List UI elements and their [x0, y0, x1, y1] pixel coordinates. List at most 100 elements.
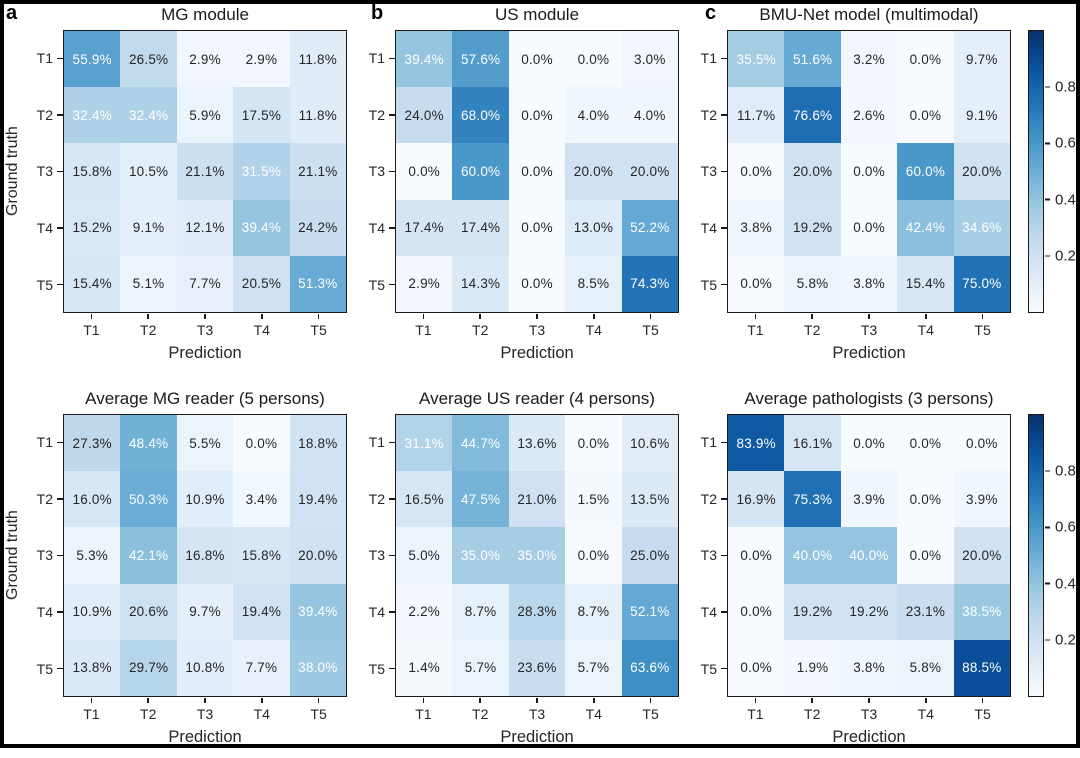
heatmap-cell: 12.1% — [176, 199, 234, 256]
colorbar-tick-label: 0.4 — [1055, 191, 1076, 209]
heatmap-cell: 0.0% — [897, 527, 954, 584]
heatmap-cell: 5.8% — [784, 255, 841, 312]
heatmap-cell: 8.7% — [565, 583, 622, 640]
heatmap-cell: 0.0% — [508, 199, 566, 256]
heatmap-cell: 20.0% — [621, 143, 678, 200]
colorbar-tick-label: 0.2 — [1055, 247, 1076, 265]
x-tick-label: T1 — [747, 322, 764, 338]
heatmap-cell: 15.4% — [64, 255, 121, 312]
heatmap-cell: 51.3% — [289, 255, 346, 312]
tick-mark — [1045, 582, 1050, 585]
tick-mark — [1045, 470, 1050, 472]
heatmap-cell: 38.0% — [289, 639, 346, 696]
heatmap-cell: 50.3% — [120, 471, 177, 528]
x-tick-label: T2 — [140, 322, 157, 338]
colorbar-tick-label: 0.6 — [1055, 134, 1076, 152]
x-tick-label: T5 — [974, 706, 991, 722]
heatmap-cell: 11.8% — [289, 31, 346, 88]
heatmap-cell: 0.0% — [897, 87, 954, 144]
heatmap-cell: 4.0% — [565, 87, 622, 144]
colorbar-tick-label: 0.8 — [1055, 462, 1076, 480]
heatmap-cell: 4.0% — [621, 87, 678, 144]
y-tick: T1 — [676, 414, 727, 471]
heatmap-cell: 20.5% — [233, 255, 290, 312]
tick-mark — [479, 314, 481, 319]
x-tick: T1 — [727, 314, 784, 338]
heatmap-cell: 0.0% — [728, 255, 785, 312]
y-tick-label: T5 — [700, 276, 717, 293]
tick-mark — [868, 314, 870, 319]
x-tick-label: T1 — [415, 322, 432, 338]
x-tick-label: T1 — [415, 706, 432, 722]
x-tick-label: T5 — [642, 706, 659, 722]
heatmap-cell: 20.6% — [120, 583, 177, 640]
heatmap-cell: 9.1% — [120, 199, 177, 256]
tick-mark — [389, 57, 395, 60]
x-tick: T3 — [841, 314, 898, 338]
x-tick-label: T4 — [253, 322, 270, 338]
y-tick-label: T2 — [700, 106, 717, 123]
y-tick: T1 — [344, 30, 395, 87]
heatmap-cell: 23.1% — [897, 583, 954, 640]
heatmap-cell: 47.5% — [452, 471, 509, 528]
x-tick-label: T1 — [747, 706, 764, 722]
x-tick: T1 — [395, 314, 452, 338]
x-tick: T4 — [233, 698, 290, 722]
x-tick-label: T3 — [528, 706, 546, 722]
y-tick: T5 — [676, 640, 727, 697]
y-tick: T4 — [344, 200, 395, 257]
y-tick: T1 — [12, 414, 63, 471]
heatmap-cell: 5.0% — [396, 527, 453, 584]
heatmap-cell: 19.4% — [289, 471, 346, 528]
heatmap-cell: 3.8% — [840, 639, 898, 696]
x-tick-label: T2 — [140, 706, 157, 722]
tick-mark — [57, 498, 63, 500]
y-tick: T4 — [344, 584, 395, 641]
tick-mark — [57, 114, 63, 116]
panel-bmu-net-model: BMU-Net model (multimodal) T1 T2 T3 T4 T5 35… — [664, 0, 1080, 374]
x-tick-label: T5 — [642, 322, 659, 338]
heatmap-cell: 9.1% — [953, 87, 1010, 144]
y-tick-label: T2 — [368, 490, 385, 507]
heatmap-cell: 7.7% — [233, 639, 290, 696]
heatmap-cell: 60.0% — [452, 143, 509, 200]
heatmap-cell: 52.1% — [621, 583, 678, 640]
y-tick-label: T2 — [36, 490, 53, 507]
tick-mark — [1045, 86, 1050, 88]
heatmap-cell: 17.4% — [396, 199, 453, 256]
y-tick-label: T5 — [700, 660, 717, 677]
y-tick-label: T3 — [368, 163, 385, 180]
x-axis-label: Prediction — [168, 728, 242, 746]
y-tick-labels: T1 T2 T3 T4 T5 — [12, 414, 63, 697]
tick-mark — [204, 314, 206, 319]
y-tick-labels: T1 T2 T3 T4 T5 — [676, 414, 727, 697]
x-tick: T3 — [177, 698, 234, 722]
heatmap-cell: 35.0% — [508, 527, 566, 584]
heatmap-cell: 39.4% — [289, 583, 346, 640]
y-tick: T5 — [12, 256, 63, 313]
heatmap-cell: 32.4% — [120, 87, 177, 144]
heatmap-cell: 29.7% — [120, 639, 177, 696]
tick-mark — [389, 611, 395, 613]
heatmap-cell: 23.6% — [508, 639, 566, 696]
y-tick-label: T4 — [700, 604, 717, 621]
tick-mark — [57, 283, 63, 286]
tick-mark — [868, 698, 870, 703]
x-tick: T3 — [509, 698, 566, 722]
tick-mark — [1045, 255, 1050, 257]
heatmap-cell: 19.4% — [233, 583, 290, 640]
tick-mark — [389, 441, 395, 444]
tick-mark — [1045, 198, 1050, 201]
colorbar-tick: 0.8 — [1045, 463, 1076, 480]
y-tick-label: T4 — [368, 604, 385, 621]
tick-mark — [649, 698, 652, 703]
tick-mark — [57, 611, 63, 613]
heatmap-cell: 15.2% — [64, 199, 121, 256]
tick-mark — [204, 698, 206, 703]
heatmap-cell: 74.3% — [621, 255, 678, 312]
heatmap-cell: 0.0% — [953, 415, 1010, 472]
heatmap-cell: 35.0% — [452, 527, 509, 584]
heatmap-cell: 28.3% — [508, 583, 566, 640]
heatmap-cell: 21.0% — [508, 471, 566, 528]
y-tick: T4 — [676, 584, 727, 641]
